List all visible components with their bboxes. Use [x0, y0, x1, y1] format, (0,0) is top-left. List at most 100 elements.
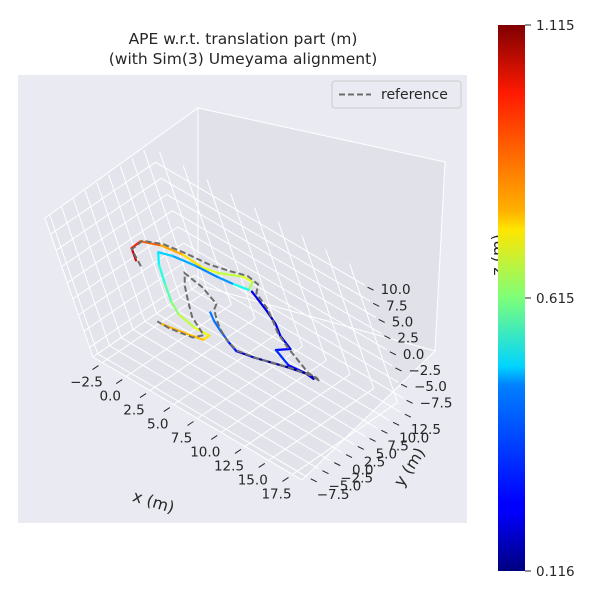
chart-title-line2: (with Sim(3) Umeyama alignment) [109, 50, 378, 68]
trajectory-segment [213, 320, 222, 332]
trajectory-segment [216, 271, 233, 277]
trajectory-segment [202, 334, 211, 341]
y-tick-label: −7.5 [317, 487, 350, 503]
x-tick-label: 15.0 [238, 472, 268, 488]
z-tick-mark [395, 367, 402, 372]
grid-z-right [183, 242, 393, 367]
grid-x-wall [254, 207, 303, 347]
y-tick-mark [322, 470, 329, 475]
x-tick-mark [258, 463, 266, 468]
x-tick-mark [115, 379, 123, 384]
x-tick-label: 2.5 [123, 403, 144, 419]
x-tick-label: 0.0 [100, 389, 121, 405]
z-tick-label: 7.5 [386, 298, 407, 314]
x-tick-label: 5.0 [147, 417, 168, 433]
trajectory-segment [247, 281, 254, 291]
grid-y-wall [96, 182, 146, 322]
grid-z-left [55, 177, 162, 251]
grid-x-wall [325, 249, 375, 389]
y-tick-label: −2.5 [340, 471, 373, 487]
x-tick-label: 17.5 [261, 486, 291, 502]
grid-z-left [83, 258, 190, 332]
grid-z-left [72, 226, 179, 300]
z-tick-mark [389, 351, 397, 356]
grid-z-right [177, 226, 388, 351]
y-tick-mark [334, 462, 341, 467]
legend: reference [331, 80, 462, 109]
grid-x-wall [277, 221, 327, 361]
x-tick-mark [139, 393, 147, 398]
trajectory-segment [157, 251, 160, 266]
grid-y-floor [156, 312, 366, 437]
grid-x-wall [230, 193, 280, 333]
y-tick-mark [404, 413, 412, 418]
grid-y-floor [109, 345, 319, 470]
z-tick-label: −7.5 [420, 395, 453, 411]
grid-y-wall [84, 190, 134, 330]
grid-y-wall [108, 174, 158, 314]
grid-y-floor [191, 288, 402, 413]
grid-x-wall [301, 235, 351, 375]
grid-y-wall [49, 214, 99, 354]
trajectory-segment [157, 263, 167, 286]
x-tick-mark [187, 421, 194, 426]
y-tick-label: 10.0 [399, 430, 429, 446]
trajectory-segment [181, 331, 205, 341]
trajectory-segment [139, 240, 163, 247]
grid-y-wall [143, 150, 193, 290]
z-tick-mark [384, 335, 391, 340]
x-tick-mark [92, 365, 99, 371]
z-tick-label: −5.0 [414, 379, 447, 395]
x-tick-mark [282, 476, 289, 482]
trajectory-segment [274, 347, 292, 352]
trajectory-segment [164, 283, 173, 303]
trajectory-segment [215, 275, 234, 285]
grid-z-left [67, 210, 173, 284]
grid-y-floor [97, 353, 307, 478]
grid-x-wall [182, 165, 232, 305]
colorbar-tick-mid: 0.615 [536, 291, 575, 307]
grid-y-wall [131, 158, 181, 298]
y-tick-mark [310, 478, 317, 483]
z-tick-label: 10.0 [381, 282, 411, 298]
colorbar [498, 25, 525, 571]
trajectory-segment [171, 254, 197, 267]
grid-y-floor [168, 304, 378, 429]
trajectory-segment [194, 264, 218, 278]
grid-z-left [61, 194, 168, 267]
y-tick-mark [345, 454, 353, 459]
grid-z-right [194, 274, 404, 399]
x-tick-mark [234, 449, 242, 454]
z-tick-mark [367, 286, 374, 291]
trajectory-segment [230, 273, 245, 278]
x-tick-label: 12.5 [214, 458, 244, 474]
grid-y-floor [132, 329, 343, 453]
x-tick-label: 7.5 [171, 431, 192, 447]
grid-y-floor [144, 321, 355, 445]
y-tick-label: 0.0 [352, 463, 373, 479]
chart-title-line1: APE w.r.t. translation part (m) [129, 30, 358, 48]
z-tick-label: 2.5 [397, 331, 418, 347]
grid-z-right [155, 161, 365, 286]
x-tick-mark [163, 407, 171, 412]
trajectory-segment [170, 300, 180, 316]
z-tick-label: 0.0 [403, 347, 424, 363]
z-tick-mark [406, 399, 413, 404]
trajectory-segment [157, 251, 174, 257]
grid-z-right [172, 210, 382, 335]
grid-y-wall [61, 206, 110, 346]
y-tick-label: 7.5 [387, 438, 408, 454]
trajectory-segment [200, 266, 219, 274]
y-tick-mark [357, 446, 365, 450]
y-tick-mark [381, 429, 388, 434]
y-tick-label: 5.0 [376, 446, 397, 462]
grid-z-right [160, 177, 371, 302]
legend-reference-label: reference [381, 87, 448, 103]
y-tick-label: 12.5 [411, 422, 441, 438]
y-tick-label: 2.5 [364, 454, 385, 470]
trajectory-segment [181, 253, 203, 269]
grid-y-floor [120, 337, 331, 462]
colorbar-tick-max: 1.115 [536, 18, 575, 34]
